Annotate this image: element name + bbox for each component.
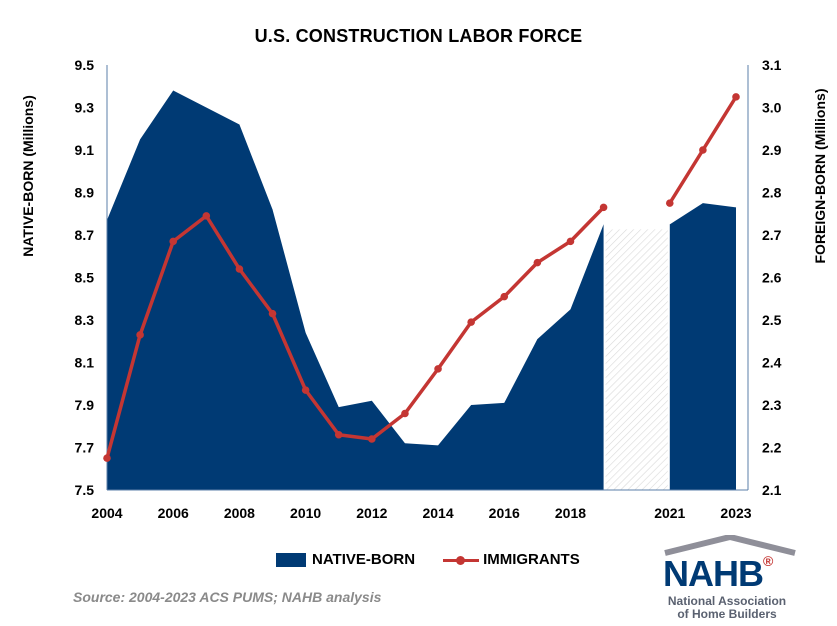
nahb-logo: NAHB® National Association of Home Build…: [655, 535, 805, 621]
left-tick-7.9: 7.9: [75, 397, 95, 413]
left-tick-8.9: 8.9: [75, 185, 95, 201]
right-tick-2.5: 2.5: [762, 312, 782, 328]
x-tick-2021: 2021: [654, 505, 685, 521]
legend-native-label: NATIVE-BORN: [312, 551, 416, 568]
left-tick-7.5: 7.5: [75, 482, 95, 498]
logo-mark: NAHB®: [663, 553, 773, 594]
native-born-area-segment-2: [669, 203, 736, 490]
immigrants-line-segment-1: [105, 206, 605, 459]
left-tick-9.3: 9.3: [75, 100, 95, 116]
immigrants-point-2012: [368, 435, 376, 443]
legend-immigrants-swatch: [443, 553, 480, 567]
left-tick-8.7: 8.7: [75, 227, 95, 243]
right-tick-2.9: 2.9: [762, 142, 782, 158]
immigrants-point-2021: [665, 199, 674, 207]
x-tick-2010: 2010: [290, 505, 321, 521]
legend-native-swatch: [276, 552, 306, 567]
left-tick-9.5: 9.5: [75, 57, 95, 73]
left-tick-9.1: 9.1: [75, 142, 95, 158]
left-tick-7.7: 7.7: [75, 440, 95, 456]
immigrants-point-2010: [301, 386, 310, 394]
right-tick-2.2: 2.2: [762, 440, 782, 456]
immigrants-point-2009: [268, 309, 277, 318]
immigrants-point-2011: [334, 430, 343, 439]
legend: NATIVE-BORN IMMIGRANTS: [276, 551, 580, 568]
x-tick-2006: 2006: [158, 505, 189, 521]
chart-title: U.S. CONSTRUCTION LABOR FORCE: [254, 26, 583, 46]
right-tick-2.3: 2.3: [762, 397, 782, 413]
x-tick-2023: 2023: [720, 505, 751, 521]
source-note: Source: 2004-2023 ACS PUMS; NAHB analysi…: [73, 589, 382, 605]
right-tick-2.1: 2.1: [762, 482, 782, 498]
left-tick-8.5: 8.5: [75, 270, 95, 286]
immigrants-point-2007: [202, 212, 211, 220]
right-tick-3.1: 3.1: [762, 57, 782, 73]
immigrants-point-2016: [500, 292, 509, 301]
immigrants-point-2022: [699, 146, 707, 154]
right-axis-label: FOREIGN-BORN (Millions): [812, 88, 828, 264]
x-tick-2016: 2016: [489, 505, 520, 521]
immigrants-point-2023: [732, 93, 740, 101]
immigrants-point-2013: [401, 409, 409, 418]
native-born-area-segment-1: [107, 90, 604, 490]
x-tick-2018: 2018: [555, 505, 586, 521]
logo-subtitle: National Association of Home Builders: [667, 594, 787, 621]
immigrants-point-2006: [169, 237, 178, 246]
right-tick-2.4: 2.4: [762, 355, 782, 371]
x-tick-2004: 2004: [91, 505, 122, 521]
immigrants-point-2019: [599, 203, 608, 212]
right-tick-2.6: 2.6: [762, 270, 782, 286]
immigrants-point-2014: [434, 365, 442, 373]
immigrants-point-2004: [103, 454, 111, 462]
immigrants-point-2005: [136, 331, 144, 339]
x-tick-2008: 2008: [224, 505, 255, 521]
x-tick-2014: 2014: [422, 505, 453, 521]
immigrants-point-2017: [533, 258, 542, 267]
legend-immigrants-label: IMMIGRANTS: [483, 551, 580, 568]
right-tick-3.0: 3.0: [762, 100, 782, 116]
roof-icon: [664, 535, 796, 556]
left-tick-8.3: 8.3: [75, 312, 95, 328]
immigrants-point-2018: [566, 237, 575, 246]
left-axis-label: NATIVE-BORN (Millions): [20, 95, 36, 257]
x-tick-2012: 2012: [356, 505, 387, 521]
missing-year-gap: [605, 229, 668, 490]
immigrants-point-2015: [467, 318, 475, 326]
immigrants-point-2008: [235, 265, 244, 273]
right-tick-2.8: 2.8: [762, 185, 782, 201]
right-tick-2.7: 2.7: [762, 227, 782, 243]
left-tick-8.1: 8.1: [75, 355, 95, 371]
